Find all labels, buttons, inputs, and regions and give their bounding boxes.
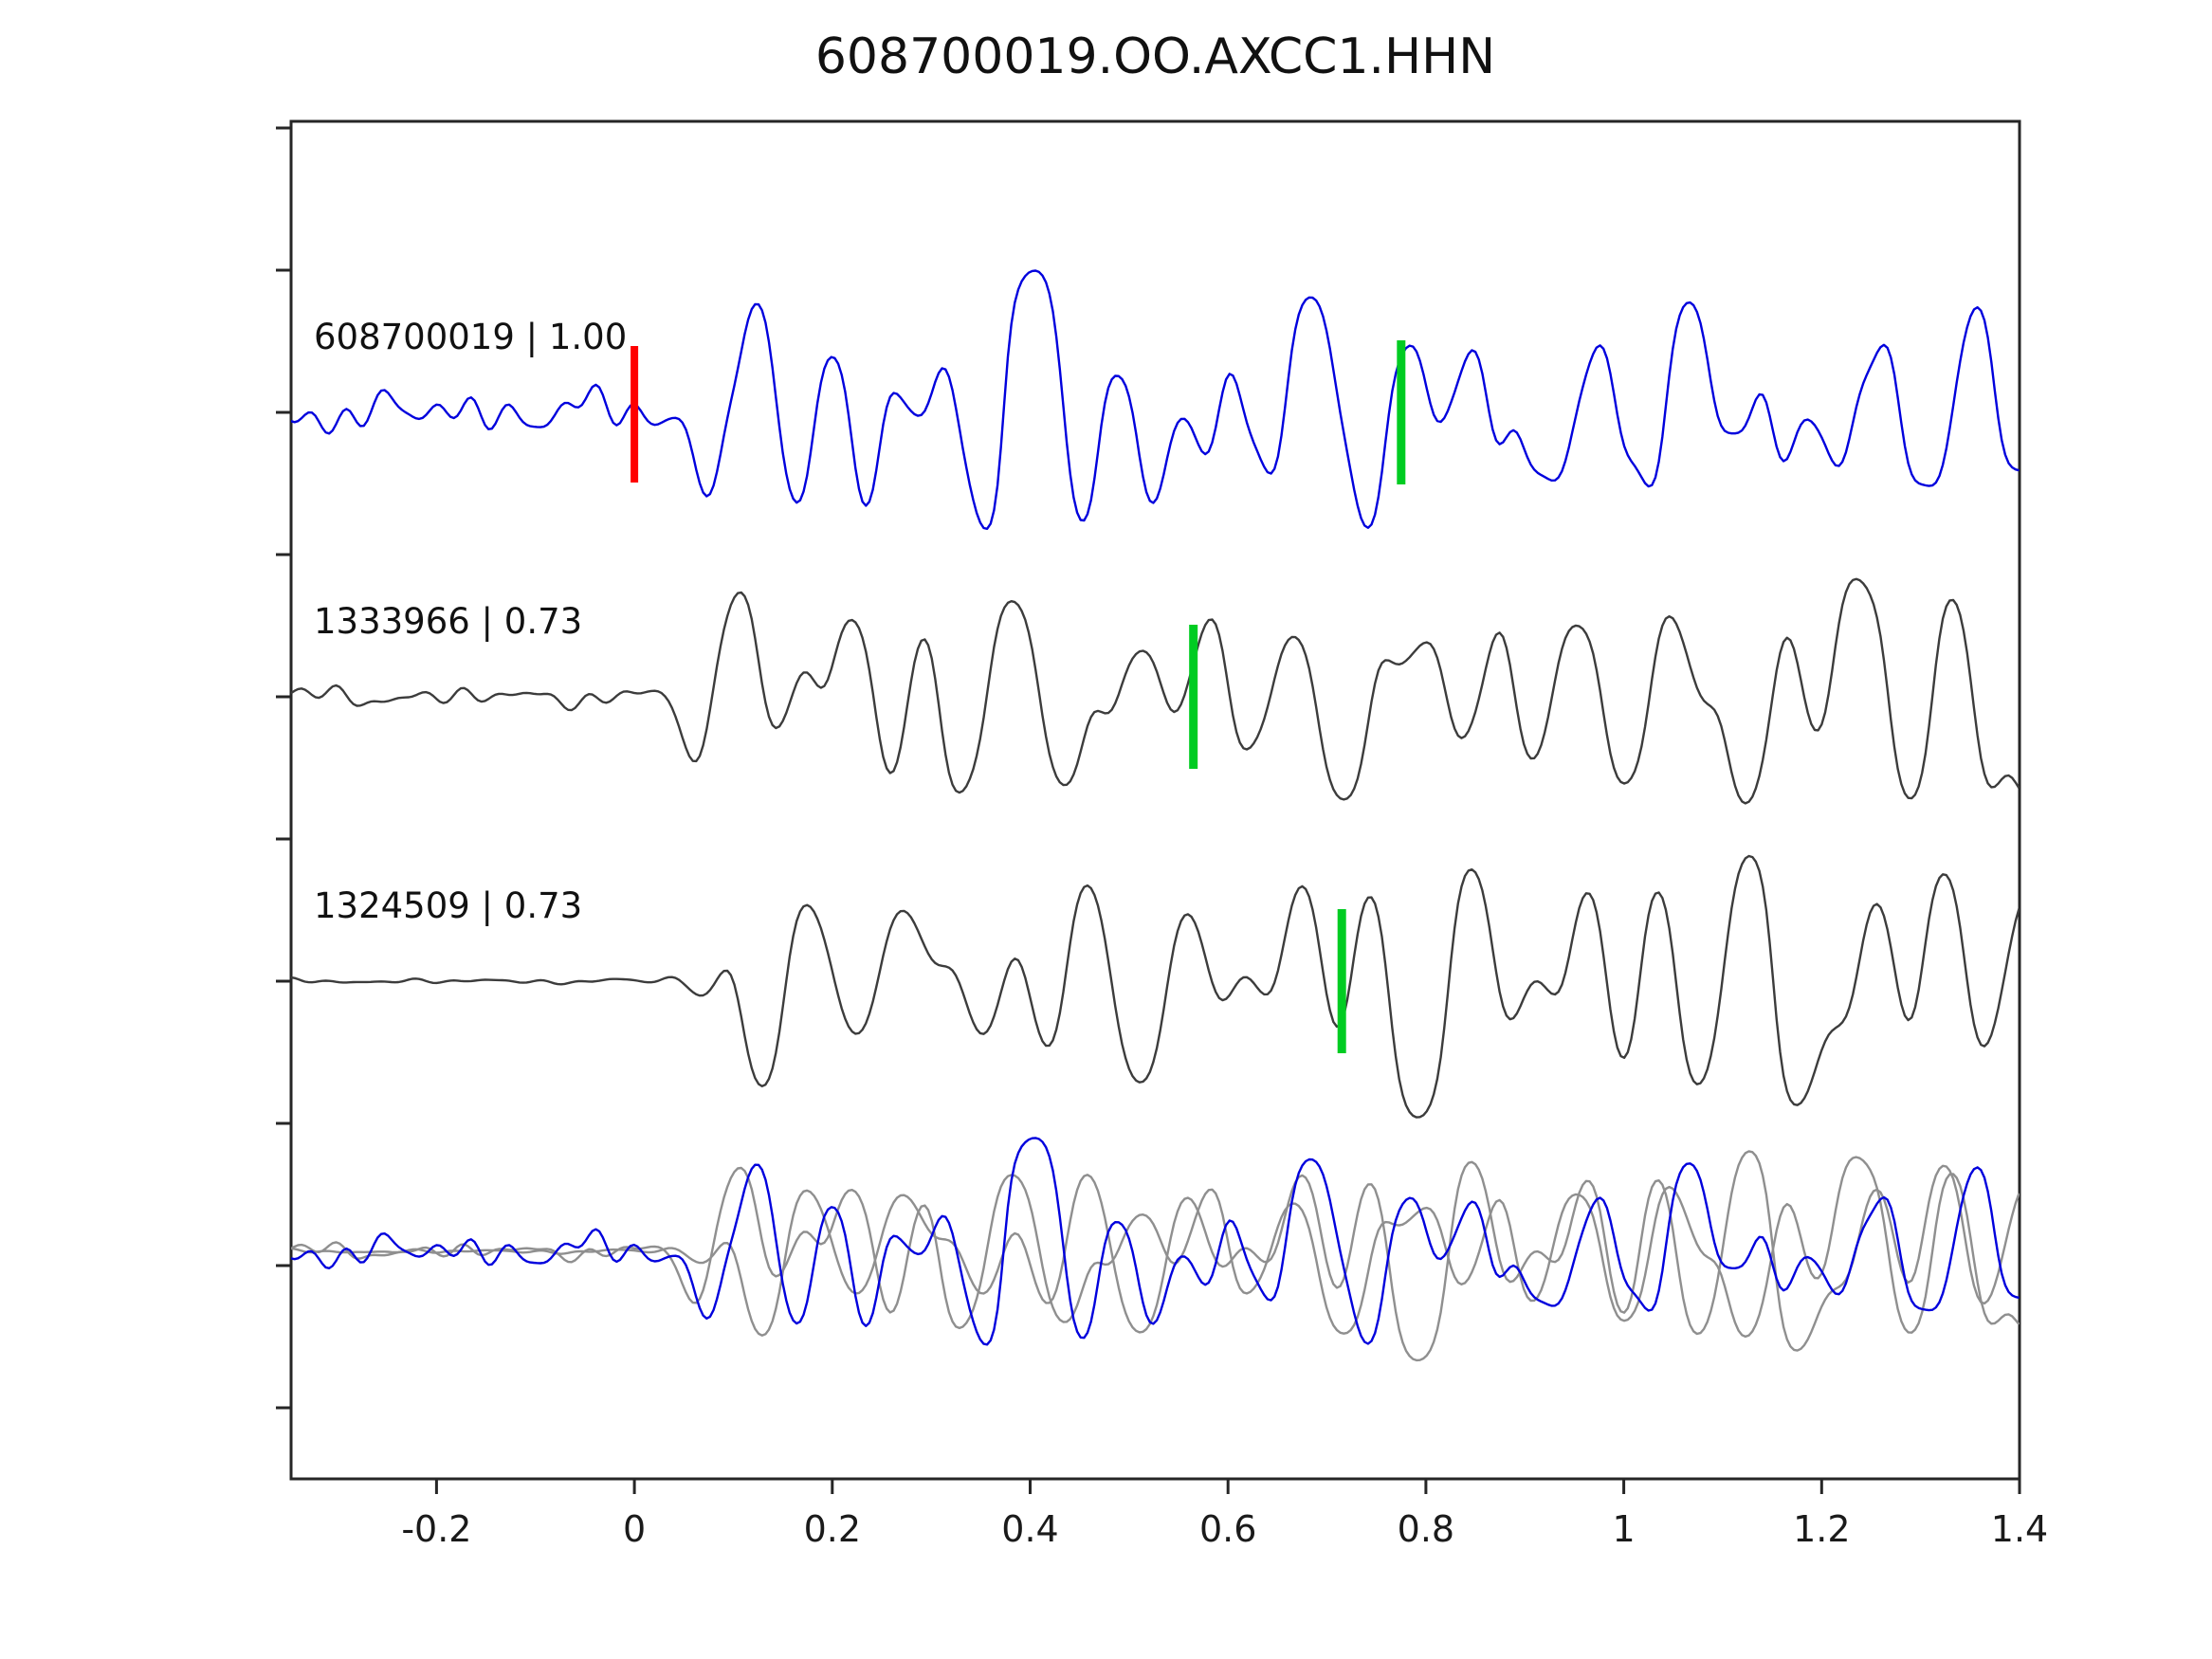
trace-path-1324509 — [291, 854, 2020, 1119]
x-tick-label: 0.8 — [1398, 1508, 1454, 1550]
x-tick-label: 0.2 — [804, 1508, 861, 1550]
trace-label-template: 608700019 | 1.00 — [314, 317, 628, 357]
x-tick-label: 1.2 — [1793, 1508, 1850, 1550]
x-tick-label: 0.6 — [1199, 1508, 1256, 1550]
overlay-blue-path-608700019 — [291, 1137, 2020, 1346]
x-tick-label: 1.4 — [1991, 1508, 2048, 1550]
trace-label-detection-1324509: 1324509 | 0.73 — [314, 885, 583, 926]
overlay-gray-path-1333966 — [291, 1156, 2020, 1339]
trace-path-608700019 — [291, 269, 2020, 530]
x-tick-label: 0.4 — [1001, 1508, 1058, 1550]
axes-frame — [289, 119, 2021, 1481]
trace-label-detection-1333966: 1333966 | 0.73 — [314, 601, 583, 642]
waveforms — [291, 269, 2020, 1362]
x-tick-label: 0 — [623, 1508, 646, 1550]
chart-title: 608700019.OO.AXCC1.HHN — [814, 28, 1496, 85]
x-tick-label: 1 — [1613, 1508, 1636, 1550]
trace-path-1333966 — [291, 577, 2020, 805]
overlay-gray-path-1324509 — [291, 1150, 2020, 1362]
x-tick-label: -0.2 — [401, 1508, 471, 1550]
